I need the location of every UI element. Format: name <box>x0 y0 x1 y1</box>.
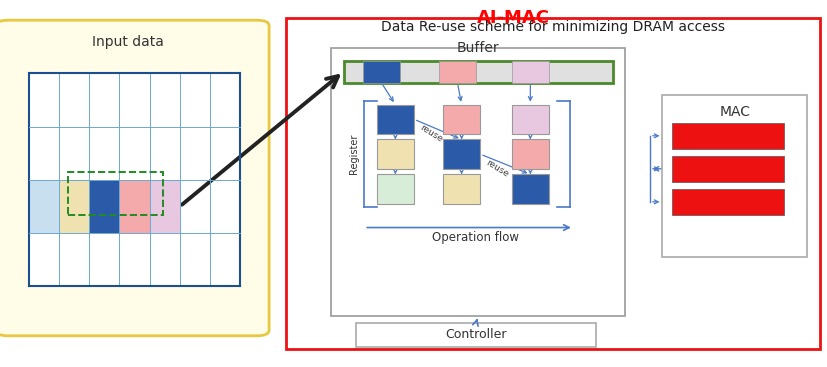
Bar <box>331 48 624 316</box>
Text: AI-MAC: AI-MAC <box>476 9 549 27</box>
Bar <box>285 18 819 349</box>
FancyBboxPatch shape <box>0 20 269 336</box>
Bar <box>511 61 548 83</box>
Text: Operation flow: Operation flow <box>431 231 519 244</box>
Bar <box>376 174 414 204</box>
Bar <box>29 180 59 233</box>
Bar <box>362 61 399 83</box>
Text: Register: Register <box>349 134 359 174</box>
Bar <box>29 73 240 286</box>
Bar <box>59 180 89 233</box>
Bar <box>68 172 163 215</box>
Bar <box>150 180 179 233</box>
Bar <box>672 123 783 149</box>
Bar <box>343 61 612 83</box>
Text: MAC: MAC <box>719 105 749 119</box>
Bar <box>356 323 595 347</box>
Bar <box>672 156 783 182</box>
Bar <box>662 95 806 257</box>
Bar <box>672 189 783 215</box>
Bar <box>511 105 548 134</box>
Bar <box>119 180 150 233</box>
Bar <box>376 105 414 134</box>
Text: Data Re-use scheme for minimizing DRAM access: Data Re-use scheme for minimizing DRAM a… <box>380 20 724 34</box>
Bar <box>511 174 548 204</box>
Bar <box>89 180 119 233</box>
Bar <box>376 139 414 169</box>
Bar <box>442 105 480 134</box>
Bar <box>438 61 476 83</box>
Text: Controller: Controller <box>445 328 506 341</box>
Bar <box>442 139 480 169</box>
Text: reuse: reuse <box>418 123 443 144</box>
Bar <box>511 139 548 169</box>
Text: reuse: reuse <box>484 158 509 179</box>
Bar <box>442 174 480 204</box>
Text: Buffer: Buffer <box>456 41 499 55</box>
Text: Input data: Input data <box>93 35 164 49</box>
